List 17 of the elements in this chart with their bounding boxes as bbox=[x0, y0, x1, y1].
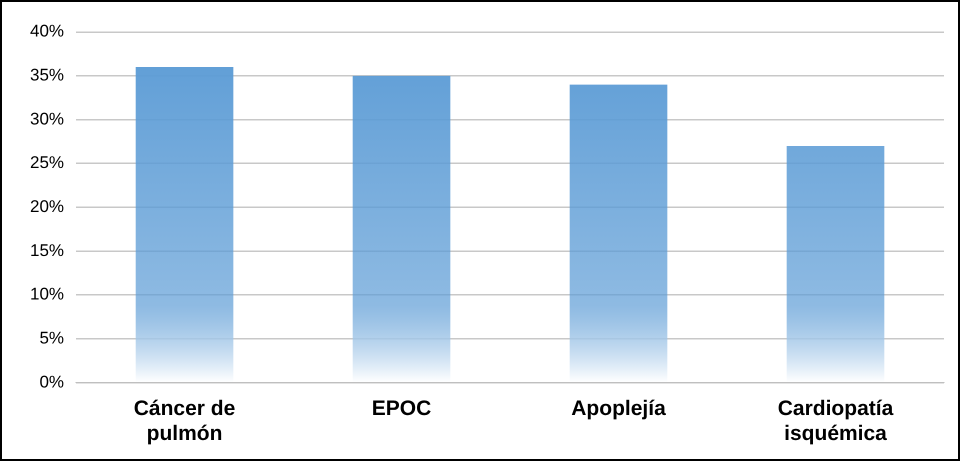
y-tick-label: 35% bbox=[30, 66, 64, 85]
x-tick-label: EPOC bbox=[372, 396, 432, 420]
bar bbox=[786, 146, 884, 382]
x-tick-label: Cardiopatía isquémica bbox=[778, 396, 894, 446]
y-tick-label: 15% bbox=[30, 240, 64, 260]
y-tick-label: 30% bbox=[30, 109, 64, 128]
bar bbox=[136, 67, 234, 382]
y-tick-label: 40% bbox=[30, 22, 64, 41]
y-tick-label: 5% bbox=[39, 328, 64, 348]
x-tick-label: Cáncer de pulmón bbox=[134, 396, 236, 446]
y-tick-label: 20% bbox=[30, 196, 64, 216]
x-tick-label: Apoplejía bbox=[571, 396, 666, 420]
bar bbox=[352, 76, 450, 382]
y-tick-label: 0% bbox=[39, 372, 64, 392]
y-tick-label: 10% bbox=[30, 284, 64, 304]
y-tick-label: 25% bbox=[30, 153, 64, 172]
bar bbox=[570, 84, 668, 382]
